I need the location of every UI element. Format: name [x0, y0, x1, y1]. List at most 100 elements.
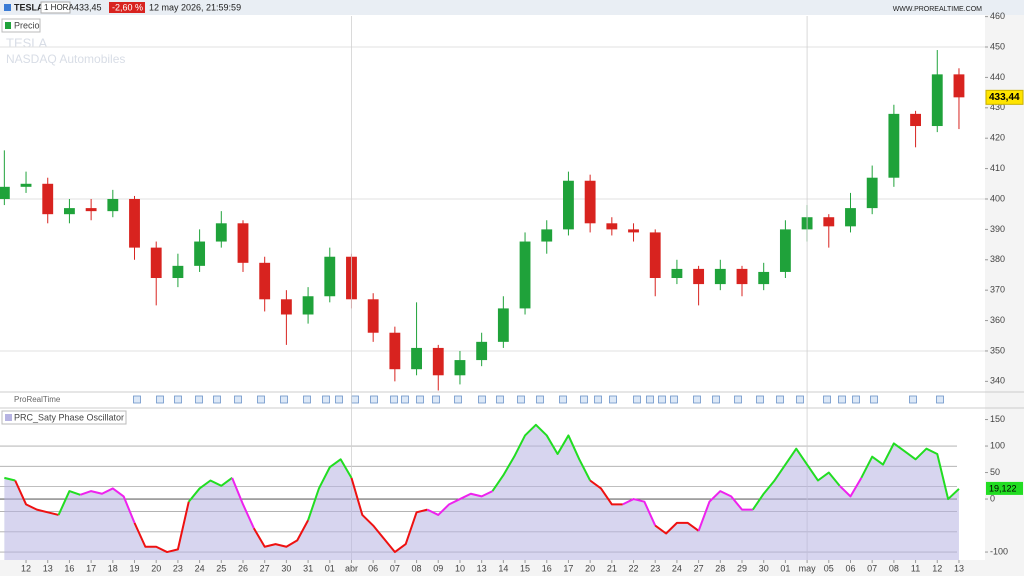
x-tick-label: 11 [911, 563, 920, 573]
event-icon[interactable] [712, 395, 720, 404]
event-icon[interactable] [213, 395, 221, 404]
x-tick-label: 12 [932, 563, 942, 573]
x-tick-label: 01 [325, 563, 335, 573]
oscillator-line [57, 490, 81, 516]
oscillator-line [697, 490, 753, 532]
candle-body [324, 256, 336, 297]
x-tick-label: 30 [759, 563, 769, 573]
brand: ProRealTime [14, 395, 61, 404]
candle-body [129, 198, 140, 248]
last-value-box [986, 481, 1023, 495]
event-icon[interactable] [257, 395, 265, 404]
event-icon[interactable] [322, 395, 330, 404]
indicator-box[interactable] [1, 410, 127, 425]
candle-body [910, 113, 921, 127]
x-tick-label: 16 [542, 563, 552, 573]
event-icon[interactable] [432, 395, 440, 404]
event-icon[interactable] [416, 395, 424, 404]
event-icon[interactable] [670, 395, 678, 404]
event-icon[interactable] [693, 395, 701, 404]
candle-body [20, 183, 32, 187]
candle-body [779, 229, 791, 272]
event-icon[interactable] [796, 395, 804, 404]
candle-body [628, 229, 639, 233]
x-tick-label: 26 [238, 563, 248, 573]
y-tick-label: 430 [990, 102, 1005, 112]
oscillator-line [350, 477, 428, 554]
event-icon[interactable] [536, 395, 544, 404]
event-icon[interactable] [594, 395, 602, 404]
event-icon[interactable] [156, 395, 164, 404]
y-tick-label: 370 [990, 285, 1005, 295]
event-icon[interactable] [734, 395, 742, 404]
indicator-label[interactable]: PRC_Saty Phase Oscillator [14, 412, 124, 422]
oscillator-line [860, 442, 960, 501]
oscillator-line [589, 479, 623, 506]
event-icon[interactable] [454, 395, 462, 404]
x-tick-label: 14 [498, 563, 508, 573]
event-icon[interactable] [936, 395, 944, 404]
event-icon[interactable] [335, 395, 343, 404]
x-tick-label: 18 [108, 563, 118, 573]
candle-body [42, 183, 54, 215]
candle-body [476, 341, 488, 361]
x-tick-label: abr [345, 563, 358, 573]
candle-body [866, 177, 878, 209]
change: -2,60 % [112, 2, 143, 12]
event-icon[interactable] [658, 395, 666, 404]
x-tick-label: 10 [455, 563, 465, 573]
event-icon[interactable] [370, 395, 378, 404]
candle-body [541, 229, 553, 242]
legend-box[interactable] [1, 18, 41, 33]
oscillator-line [252, 519, 309, 548]
candle-body [280, 299, 292, 315]
event-icon[interactable] [646, 395, 654, 404]
symbol: TESLA [14, 2, 44, 12]
event-icon[interactable] [133, 395, 141, 404]
event-icon[interactable] [478, 395, 486, 404]
candle-body [454, 360, 466, 376]
x-tick-label: 06 [368, 563, 378, 573]
candle-body [606, 223, 618, 230]
event-icon[interactable] [174, 395, 182, 404]
event-icon[interactable] [195, 395, 203, 404]
legend-label[interactable]: Precio [14, 20, 40, 30]
candle-body [302, 296, 314, 315]
event-icon[interactable] [609, 395, 617, 404]
event-icon[interactable] [852, 395, 860, 404]
event-icon[interactable] [351, 395, 359, 404]
event-icon[interactable] [633, 395, 641, 404]
y-tick-label: -100 [990, 546, 1008, 556]
event-icon[interactable] [580, 395, 588, 404]
y-tick-label: 100 [990, 440, 1005, 450]
interval[interactable]: 1 HORA [44, 3, 74, 12]
candle-body [931, 74, 943, 127]
oscillator-line [307, 458, 353, 521]
oscillator-line [187, 477, 233, 503]
x-tick-label: 05 [824, 563, 834, 573]
candle-body [693, 268, 705, 285]
event-icon[interactable] [776, 395, 784, 404]
event-icon[interactable] [909, 395, 917, 404]
event-icon[interactable] [517, 395, 525, 404]
event-icon[interactable] [280, 395, 288, 404]
candle-body [758, 271, 770, 285]
oscillator-area [4, 424, 959, 560]
x-tick-label: 29 [737, 563, 747, 573]
y-tick-label: 340 [990, 376, 1005, 386]
x-tick-label: 07 [867, 563, 877, 573]
event-icon[interactable] [559, 395, 567, 404]
interval-box[interactable] [40, 1, 71, 14]
oscillator-line [838, 477, 863, 498]
event-icon[interactable] [496, 395, 504, 404]
site: WWW.PROREALTIME.COM [893, 6, 982, 13]
event-icon[interactable] [303, 395, 311, 404]
event-icon[interactable] [756, 395, 764, 404]
event-icon[interactable] [870, 395, 878, 404]
event-icon[interactable] [823, 395, 831, 404]
event-icon[interactable] [838, 395, 846, 404]
event-icon[interactable] [390, 395, 398, 404]
event-icon[interactable] [234, 395, 242, 404]
event-icon[interactable] [401, 395, 409, 404]
candle-body [736, 268, 748, 285]
